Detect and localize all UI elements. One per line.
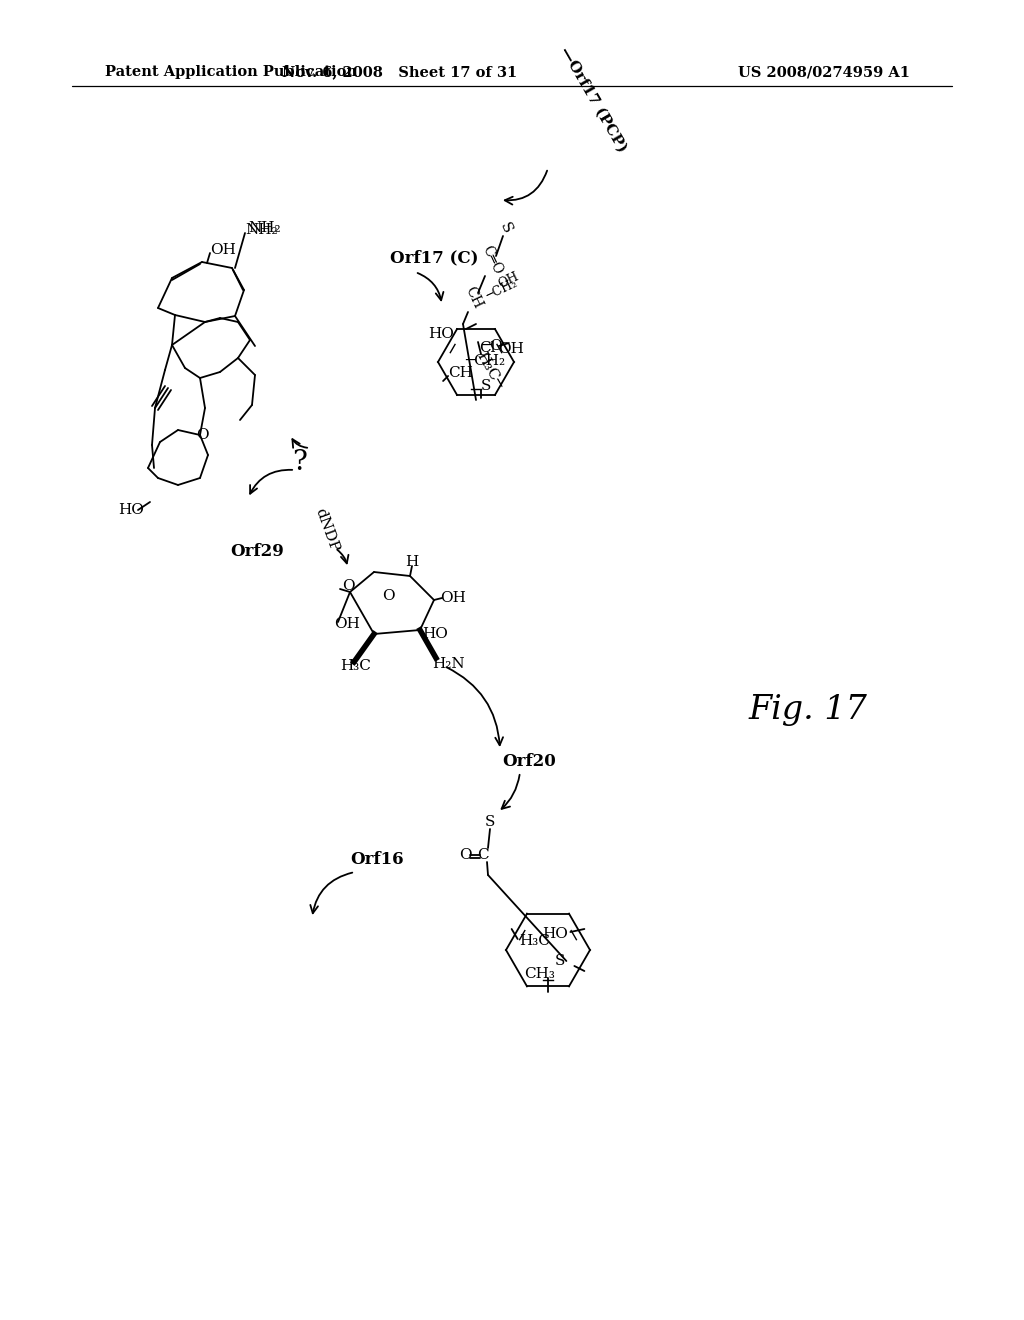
Text: ─CH₂: ─CH₂ <box>484 277 519 302</box>
Text: NH₂: NH₂ <box>248 220 281 235</box>
Text: —Orf17 (PCP): —Orf17 (PCP) <box>557 45 629 154</box>
Text: H₃C─: H₃C─ <box>474 350 506 391</box>
Text: OH: OH <box>334 616 359 631</box>
Text: CH₃: CH₃ <box>524 968 555 981</box>
Text: Orf16: Orf16 <box>350 851 403 869</box>
Text: ?: ? <box>293 449 307 475</box>
Text: H₃C: H₃C <box>519 935 551 948</box>
Text: CH: CH <box>449 366 473 380</box>
Text: S: S <box>481 379 492 393</box>
Text: C═O: C═O <box>479 243 505 277</box>
Text: Orf20: Orf20 <box>502 754 556 771</box>
Text: OH: OH <box>496 269 521 290</box>
Text: S: S <box>498 220 514 236</box>
Text: HO: HO <box>118 503 144 517</box>
Text: C: C <box>477 847 488 862</box>
Text: ─CH₂: ─CH₂ <box>465 354 505 368</box>
Text: OH: OH <box>210 243 236 257</box>
Text: S: S <box>484 814 496 829</box>
Text: O: O <box>382 589 394 603</box>
Text: ─O: ─O <box>481 339 503 352</box>
Text: Fig. 17: Fig. 17 <box>748 694 867 726</box>
Text: Orf17 (C): Orf17 (C) <box>390 249 478 267</box>
Text: O: O <box>342 579 354 593</box>
Text: HO: HO <box>422 627 447 642</box>
Text: OH: OH <box>498 342 524 356</box>
Text: NH₂: NH₂ <box>245 223 278 238</box>
Text: Nov. 6, 2008   Sheet 17 of 31: Nov. 6, 2008 Sheet 17 of 31 <box>283 65 517 79</box>
Text: OH: OH <box>440 591 466 605</box>
Text: CH: CH <box>463 285 485 312</box>
Text: HO: HO <box>543 927 568 941</box>
Text: H₂N: H₂N <box>432 657 465 671</box>
Text: S: S <box>554 954 565 968</box>
Text: O: O <box>459 847 471 862</box>
Text: O: O <box>196 428 209 442</box>
Text: H: H <box>406 554 419 569</box>
Text: HO: HO <box>428 327 454 341</box>
Text: H₃C: H₃C <box>340 659 371 673</box>
Text: Cl: Cl <box>479 341 496 355</box>
Text: US 2008/0274959 A1: US 2008/0274959 A1 <box>738 65 910 79</box>
Text: dNDP: dNDP <box>312 507 341 554</box>
Text: Orf29: Orf29 <box>230 544 284 561</box>
Text: Patent Application Publication: Patent Application Publication <box>105 65 357 79</box>
